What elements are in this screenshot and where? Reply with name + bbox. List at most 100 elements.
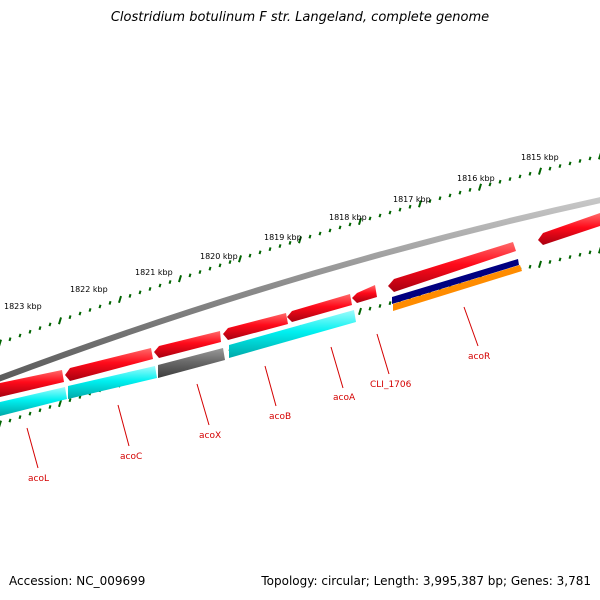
outer-tick-58 — [578, 158, 582, 163]
kbp-tick-label-1815: 1815 kbp — [521, 153, 559, 162]
outer-tick-40 — [398, 207, 402, 212]
outer-tick-51 — [508, 177, 512, 182]
outer-tick-46 — [458, 190, 462, 195]
gene-label-acoX: acoX — [199, 431, 221, 441]
inner-tick-39 — [388, 301, 392, 306]
outer-tick-23 — [228, 260, 232, 265]
outer-tick-26 — [258, 250, 262, 255]
cds-arrow-1 — [538, 213, 600, 245]
outer-tick-13 — [128, 293, 132, 298]
outer-tick-10 — [98, 304, 102, 309]
outer-tick-ring — [0, 152, 600, 347]
inner-tick-38 — [378, 303, 382, 308]
outer-tick-47 — [468, 187, 472, 192]
outer-tick-9 — [88, 307, 92, 312]
cds-arrow-acoA — [287, 294, 352, 322]
outer-tick-16 — [158, 283, 162, 288]
map-title: Clostridium botulinum F str. Langeland, … — [110, 10, 490, 25]
inner-tick-37 — [368, 306, 372, 311]
gene-label-CLI_1706: CLI_1706 — [370, 380, 412, 390]
feature-orange-acoR — [393, 265, 522, 311]
genome-summary-text: Topology: circular; Length: 3,995,387 bp… — [261, 574, 591, 588]
outer-tick-8 — [78, 311, 82, 316]
inner-tick-58 — [578, 252, 582, 257]
outer-tick-37 — [368, 216, 372, 221]
outer-tick-24 — [238, 255, 242, 263]
inner-tick-6 — [58, 399, 62, 408]
cds-arrow-acoB — [223, 313, 288, 340]
outer-tick-14 — [138, 290, 142, 295]
outer-tick-57 — [568, 161, 572, 166]
outer-tick-41 — [408, 204, 412, 209]
outer-tick-43 — [428, 199, 432, 204]
feature-cyan-acoL — [0, 387, 67, 416]
outer-tick-0 — [0, 339, 2, 347]
outer-tick-20 — [198, 270, 202, 275]
cds-arrow-acoR — [388, 242, 516, 292]
outer-tick-22 — [218, 263, 222, 268]
outer-tick-36 — [358, 217, 362, 226]
outer-tick-17 — [168, 280, 172, 285]
outer-tick-3 — [28, 329, 32, 334]
gene-leader-lines — [26, 306, 479, 469]
feature-gray-acoX — [158, 348, 225, 378]
outer-tick-7 — [68, 315, 72, 320]
inner-tick-3 — [28, 411, 32, 416]
inner-tick-5 — [48, 404, 52, 409]
gene-label-acoA: acoA — [333, 393, 356, 403]
outer-tick-31 — [308, 234, 312, 239]
outer-tick-53 — [528, 171, 532, 176]
kbp-tick-label-1817: 1817 kbp — [393, 195, 431, 204]
outer-tick-60 — [598, 152, 600, 160]
gene-label-acoC: acoC — [120, 452, 142, 462]
inner-tick-54 — [538, 260, 542, 268]
outer-tick-29 — [288, 240, 292, 245]
kbp-tick-label-1823: 1823 kbp — [4, 302, 42, 311]
cds-arrow-CLI_1706 — [352, 285, 377, 303]
kbp-tick-label-1820: 1820 kbp — [200, 252, 238, 261]
outer-tick-59 — [588, 156, 592, 161]
outer-tick-48 — [478, 183, 482, 191]
outer-tick-44 — [438, 196, 442, 201]
inner-tick-1 — [8, 418, 12, 423]
inner-tick-4 — [38, 408, 42, 413]
inner-tick-0 — [0, 420, 2, 428]
outer-tick-56 — [558, 164, 562, 169]
outer-tick-5 — [48, 322, 52, 327]
inner-tick-59 — [588, 250, 592, 255]
cds-arrow-acoC — [65, 348, 153, 381]
inner-tick-36 — [358, 307, 362, 316]
outer-tick-4 — [38, 326, 42, 331]
inner-tick-56 — [558, 257, 562, 262]
outer-tick-19 — [188, 273, 192, 278]
outer-tick-32 — [318, 231, 322, 236]
outer-tick-33 — [328, 228, 332, 233]
outer-tick-25 — [248, 253, 252, 258]
inner-tick-53 — [528, 264, 532, 269]
kbp-tick-label-1819: 1819 kbp — [264, 233, 302, 242]
kbp-tick-label-1821: 1821 kbp — [135, 268, 173, 277]
gene-label-acoB: acoB — [269, 412, 291, 422]
outer-tick-30 — [298, 236, 302, 244]
inner-tick-60 — [598, 246, 600, 254]
outer-tick-39 — [388, 210, 392, 215]
kbp-tick-label-1816: 1816 kbp — [457, 174, 495, 183]
kbp-tick-label-1818: 1818 kbp — [329, 213, 367, 222]
feature-cyan-acoA-acoB — [229, 310, 356, 358]
outer-tick-34 — [338, 225, 342, 230]
outer-tick-12 — [118, 295, 122, 304]
feature-navy-acoR — [392, 259, 519, 304]
outer-tick-50 — [498, 179, 502, 184]
outer-tick-45 — [448, 193, 452, 198]
gene-label-acoR: acoR — [468, 352, 490, 362]
outer-tick-15 — [148, 286, 152, 291]
inner-tick-57 — [568, 255, 572, 260]
inner-tick-2 — [18, 415, 22, 420]
feature-cyan-acoC — [68, 366, 157, 399]
genome-backbone — [0, 197, 600, 382]
outer-tick-55 — [548, 166, 552, 171]
outer-tick-52 — [518, 174, 522, 179]
outer-tick-21 — [208, 266, 212, 271]
outer-tick-11 — [108, 300, 112, 305]
outer-tick-1 — [8, 337, 12, 342]
